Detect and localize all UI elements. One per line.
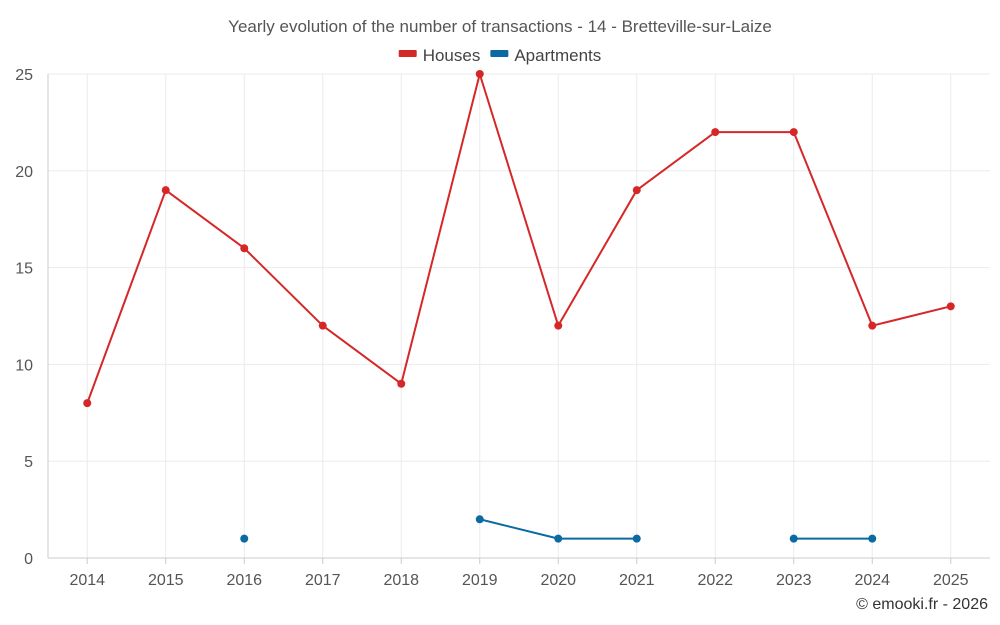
- x-tick-label: 2017: [305, 572, 341, 589]
- legend-swatch-apartments: [490, 50, 509, 57]
- legend-label: Houses: [423, 46, 481, 65]
- series-apartments: [240, 515, 877, 543]
- x-tick-label: 2015: [148, 572, 184, 589]
- data-point-houses: [475, 70, 484, 78]
- legend-label: Apartments: [514, 46, 601, 65]
- data-point-houses: [83, 399, 92, 408]
- series-line-houses: [86, 73, 951, 404]
- credit-text: © emooki.fr - 2026: [856, 596, 988, 613]
- data-point-houses: [946, 302, 955, 311]
- data-point-houses: [240, 244, 249, 253]
- data-point-houses: [554, 321, 563, 330]
- data-point-apartments: [240, 534, 249, 543]
- y-tick-label: 10: [15, 357, 33, 374]
- data-point-houses: [868, 321, 877, 330]
- data-point-apartments: [554, 534, 563, 543]
- y-tick-label: 20: [15, 164, 33, 181]
- y-tick-label: 5: [24, 454, 33, 471]
- data-point-houses: [789, 128, 798, 137]
- x-tick-label: 2018: [383, 572, 419, 589]
- y-tick-label: 15: [15, 261, 33, 278]
- legend-swatch-houses: [398, 50, 417, 57]
- x-tick-label: 2023: [776, 572, 812, 589]
- x-tick-label: 2021: [619, 572, 655, 589]
- data-point-houses: [161, 186, 170, 195]
- x-tick-label: 2020: [540, 572, 576, 589]
- data-point-houses: [397, 379, 406, 388]
- series-houses: [83, 70, 955, 408]
- y-tick-label: 25: [15, 67, 33, 84]
- data-point-apartments: [475, 515, 484, 524]
- x-tick-label: 2016: [226, 572, 262, 589]
- data-point-houses: [711, 128, 720, 137]
- data-point-houses: [632, 186, 641, 195]
- x-tick-label: 2025: [933, 572, 969, 589]
- legend: Houses Apartments: [398, 46, 601, 65]
- x-tick-label: 2024: [854, 572, 890, 589]
- data-point-apartments: [632, 534, 641, 543]
- data-point-houses: [318, 321, 327, 330]
- x-tick-label: 2022: [697, 572, 733, 589]
- data-point-apartments: [789, 534, 798, 543]
- data-point-apartments: [868, 534, 877, 543]
- y-tick-label: 0: [24, 551, 33, 568]
- x-tick-label: 2014: [69, 572, 105, 589]
- x-tick-label: 2019: [462, 572, 498, 589]
- grid: [48, 73, 990, 558]
- chart-title: Yearly evolution of the number of transa…: [228, 17, 772, 36]
- series: [83, 70, 955, 543]
